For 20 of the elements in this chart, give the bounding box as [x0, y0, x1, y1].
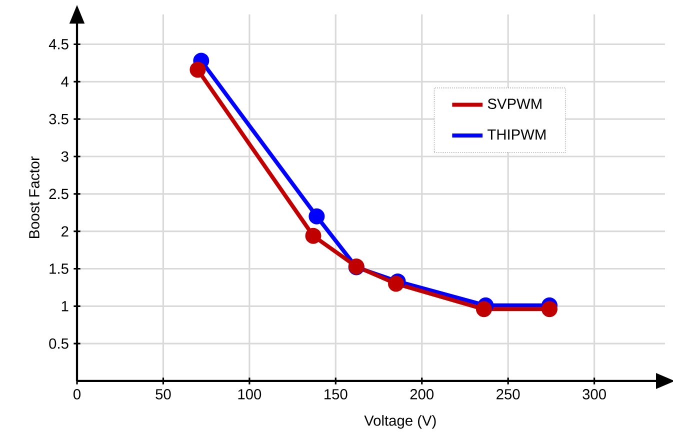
x-tick-label: 0: [73, 389, 80, 400]
y-tick-label: 4.5: [48, 39, 68, 50]
x-tick-label: 50: [156, 389, 171, 400]
y-axis-title: Boost Factor: [29, 156, 40, 238]
y-tick-label: 4: [61, 76, 69, 87]
x-tick-label: 150: [324, 389, 348, 400]
y-tick-label: 0.5: [49, 338, 68, 349]
y-tick-label: 2.5: [49, 188, 68, 200]
x-tick-label: 100: [238, 389, 262, 400]
y-tick-label: 2: [62, 226, 68, 236]
y-tick-label: 3.5: [49, 114, 68, 124]
legend-label: THIPWM: [488, 130, 546, 140]
y-tick-label: 1.5: [50, 264, 68, 274]
y-tick-label: 1: [62, 301, 68, 312]
x-axis-title: Voltage (V): [364, 415, 436, 429]
y-tick-label: 3: [61, 151, 68, 162]
x-tick-label: 200: [410, 389, 434, 400]
legend-label: SVPWM: [488, 98, 542, 109]
x-tick-label: 300: [582, 389, 606, 400]
x-tick-label: 250: [496, 389, 520, 400]
